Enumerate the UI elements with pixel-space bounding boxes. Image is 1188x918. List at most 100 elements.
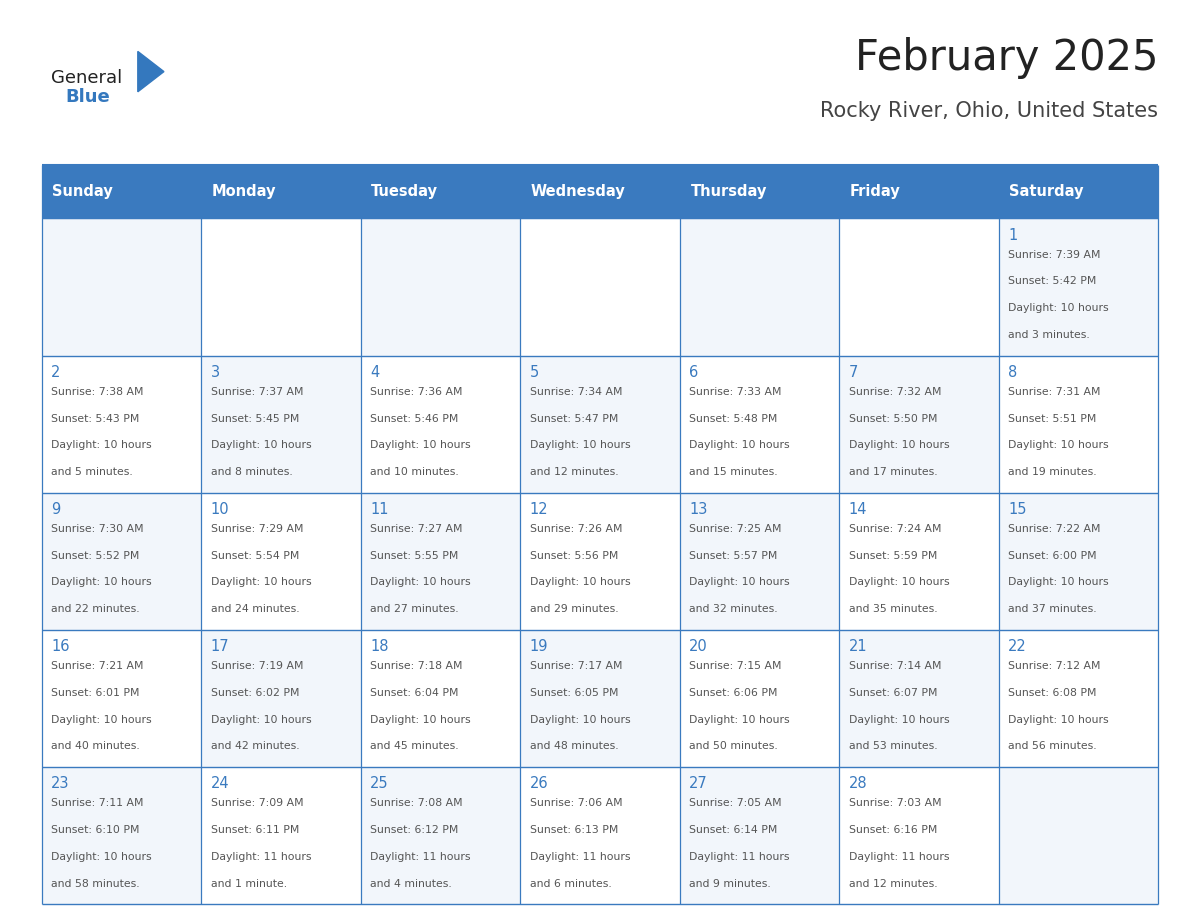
Text: Friday: Friday (849, 185, 901, 199)
Text: Sunset: 5:42 PM: Sunset: 5:42 PM (1009, 276, 1097, 286)
Text: Sunrise: 7:32 AM: Sunrise: 7:32 AM (848, 386, 941, 397)
FancyBboxPatch shape (42, 355, 201, 493)
FancyBboxPatch shape (680, 767, 839, 904)
Text: 16: 16 (51, 639, 70, 655)
Text: Sunset: 5:48 PM: Sunset: 5:48 PM (689, 414, 778, 423)
FancyBboxPatch shape (361, 218, 520, 355)
FancyBboxPatch shape (361, 355, 520, 493)
Text: Sunrise: 7:31 AM: Sunrise: 7:31 AM (1009, 386, 1101, 397)
Text: Sunrise: 7:38 AM: Sunrise: 7:38 AM (51, 386, 144, 397)
Text: Daylight: 10 hours: Daylight: 10 hours (530, 714, 631, 724)
Text: Sunrise: 7:29 AM: Sunrise: 7:29 AM (210, 524, 303, 534)
Text: Sunrise: 7:17 AM: Sunrise: 7:17 AM (530, 661, 623, 671)
Text: Daylight: 10 hours: Daylight: 10 hours (1009, 577, 1108, 588)
Text: Sunrise: 7:08 AM: Sunrise: 7:08 AM (371, 799, 463, 808)
Text: and 6 minutes.: and 6 minutes. (530, 879, 612, 889)
FancyBboxPatch shape (999, 493, 1158, 630)
Text: and 42 minutes.: and 42 minutes. (210, 742, 299, 751)
Text: Tuesday: Tuesday (372, 185, 438, 199)
Text: Daylight: 11 hours: Daylight: 11 hours (848, 852, 949, 862)
Text: Sunday: Sunday (52, 185, 113, 199)
Text: Sunset: 6:00 PM: Sunset: 6:00 PM (1009, 551, 1097, 561)
Text: 19: 19 (530, 639, 548, 655)
FancyBboxPatch shape (42, 218, 201, 355)
Text: 4: 4 (371, 364, 379, 380)
Text: Daylight: 10 hours: Daylight: 10 hours (848, 577, 949, 588)
Text: Sunset: 6:16 PM: Sunset: 6:16 PM (848, 825, 937, 835)
Text: and 53 minutes.: and 53 minutes. (848, 742, 937, 751)
Text: Sunset: 5:46 PM: Sunset: 5:46 PM (371, 414, 459, 423)
Text: 10: 10 (210, 502, 229, 517)
Text: Sunrise: 7:30 AM: Sunrise: 7:30 AM (51, 524, 144, 534)
Text: and 58 minutes.: and 58 minutes. (51, 879, 140, 889)
Text: Sunrise: 7:12 AM: Sunrise: 7:12 AM (1009, 661, 1101, 671)
Text: Sunset: 5:59 PM: Sunset: 5:59 PM (848, 551, 937, 561)
Text: Daylight: 10 hours: Daylight: 10 hours (51, 852, 152, 862)
Text: Sunrise: 7:21 AM: Sunrise: 7:21 AM (51, 661, 144, 671)
Text: Sunset: 5:52 PM: Sunset: 5:52 PM (51, 551, 139, 561)
Text: Sunset: 6:01 PM: Sunset: 6:01 PM (51, 688, 139, 698)
Text: Daylight: 10 hours: Daylight: 10 hours (210, 441, 311, 451)
Text: Daylight: 10 hours: Daylight: 10 hours (210, 714, 311, 724)
FancyBboxPatch shape (201, 218, 361, 355)
Text: Sunrise: 7:33 AM: Sunrise: 7:33 AM (689, 386, 782, 397)
Text: 27: 27 (689, 777, 708, 791)
Text: and 10 minutes.: and 10 minutes. (371, 467, 459, 477)
FancyBboxPatch shape (520, 767, 680, 904)
Text: and 22 minutes.: and 22 minutes. (51, 604, 140, 614)
Text: Daylight: 10 hours: Daylight: 10 hours (210, 577, 311, 588)
Text: Daylight: 11 hours: Daylight: 11 hours (371, 852, 470, 862)
Polygon shape (138, 51, 164, 92)
Text: 21: 21 (848, 639, 867, 655)
Text: Daylight: 10 hours: Daylight: 10 hours (371, 577, 470, 588)
Text: Sunset: 5:45 PM: Sunset: 5:45 PM (210, 414, 299, 423)
FancyBboxPatch shape (999, 767, 1158, 904)
Text: and 15 minutes.: and 15 minutes. (689, 467, 778, 477)
Text: Sunset: 5:50 PM: Sunset: 5:50 PM (848, 414, 937, 423)
Text: Sunset: 6:02 PM: Sunset: 6:02 PM (210, 688, 299, 698)
Text: and 9 minutes.: and 9 minutes. (689, 879, 771, 889)
Text: and 5 minutes.: and 5 minutes. (51, 467, 133, 477)
Text: 8: 8 (1009, 364, 1018, 380)
Text: Daylight: 10 hours: Daylight: 10 hours (530, 441, 631, 451)
FancyBboxPatch shape (520, 355, 680, 493)
FancyBboxPatch shape (201, 767, 361, 904)
Text: Sunrise: 7:09 AM: Sunrise: 7:09 AM (210, 799, 303, 808)
Text: and 29 minutes.: and 29 minutes. (530, 604, 618, 614)
FancyBboxPatch shape (361, 493, 520, 630)
FancyBboxPatch shape (839, 767, 999, 904)
Text: 18: 18 (371, 639, 388, 655)
Text: Sunset: 5:54 PM: Sunset: 5:54 PM (210, 551, 299, 561)
Text: 28: 28 (848, 777, 867, 791)
FancyBboxPatch shape (42, 630, 201, 767)
Text: and 35 minutes.: and 35 minutes. (848, 604, 937, 614)
Text: Sunset: 6:07 PM: Sunset: 6:07 PM (848, 688, 937, 698)
Text: Sunrise: 7:19 AM: Sunrise: 7:19 AM (210, 661, 303, 671)
Text: Daylight: 10 hours: Daylight: 10 hours (689, 714, 790, 724)
Text: Sunset: 5:43 PM: Sunset: 5:43 PM (51, 414, 139, 423)
FancyBboxPatch shape (839, 218, 999, 355)
Text: Wednesday: Wednesday (531, 185, 626, 199)
FancyBboxPatch shape (520, 630, 680, 767)
Text: Sunrise: 7:27 AM: Sunrise: 7:27 AM (371, 524, 462, 534)
Text: 3: 3 (210, 364, 220, 380)
Text: Daylight: 11 hours: Daylight: 11 hours (689, 852, 790, 862)
Text: 2: 2 (51, 364, 61, 380)
FancyBboxPatch shape (999, 218, 1158, 355)
Text: Daylight: 10 hours: Daylight: 10 hours (848, 441, 949, 451)
Text: Daylight: 10 hours: Daylight: 10 hours (51, 714, 152, 724)
Text: Daylight: 10 hours: Daylight: 10 hours (51, 577, 152, 588)
Text: Sunset: 6:11 PM: Sunset: 6:11 PM (210, 825, 299, 835)
Text: Sunset: 5:55 PM: Sunset: 5:55 PM (371, 551, 459, 561)
Text: 15: 15 (1009, 502, 1026, 517)
Text: 7: 7 (848, 364, 858, 380)
FancyBboxPatch shape (839, 355, 999, 493)
Text: Daylight: 10 hours: Daylight: 10 hours (1009, 714, 1108, 724)
Text: Daylight: 10 hours: Daylight: 10 hours (371, 441, 470, 451)
Text: and 8 minutes.: and 8 minutes. (210, 467, 292, 477)
Text: Sunset: 5:47 PM: Sunset: 5:47 PM (530, 414, 618, 423)
FancyBboxPatch shape (680, 493, 839, 630)
Text: 24: 24 (210, 777, 229, 791)
Text: Daylight: 11 hours: Daylight: 11 hours (530, 852, 630, 862)
Text: February 2025: February 2025 (855, 37, 1158, 79)
